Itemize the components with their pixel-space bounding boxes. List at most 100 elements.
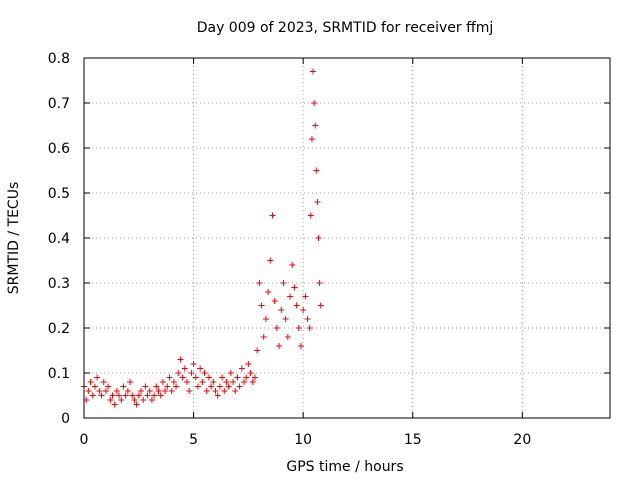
data-point xyxy=(262,316,269,322)
data-point xyxy=(129,392,136,399)
data-point xyxy=(107,397,114,403)
plot-frame xyxy=(83,57,611,419)
axis-ticks xyxy=(83,57,610,419)
data-point xyxy=(205,374,212,381)
y-tick-label: 0.3 xyxy=(48,276,70,292)
y-tick-label: 0.4 xyxy=(48,231,70,247)
grid xyxy=(84,58,610,418)
data-point xyxy=(297,343,304,349)
data-point xyxy=(276,343,283,349)
data-point xyxy=(162,388,169,394)
data-point xyxy=(221,388,228,394)
data-point xyxy=(137,388,144,394)
data-point xyxy=(118,397,125,403)
data-point xyxy=(289,262,296,268)
data-point xyxy=(278,307,285,313)
data-point xyxy=(122,392,129,399)
data-point xyxy=(140,397,147,403)
data-point xyxy=(127,379,134,385)
data-point xyxy=(157,392,164,399)
data-point xyxy=(311,100,318,106)
y-tick-label: 0.6 xyxy=(48,141,70,157)
data-point xyxy=(312,122,319,129)
data-point xyxy=(284,334,291,340)
data-point xyxy=(256,280,263,286)
data-point xyxy=(100,379,107,385)
data-point xyxy=(111,401,118,408)
data-point xyxy=(230,379,237,385)
data-point xyxy=(214,392,221,399)
data-point xyxy=(304,316,311,322)
data-point xyxy=(271,298,278,304)
data-point xyxy=(317,302,324,309)
data-point xyxy=(181,365,188,372)
data-point xyxy=(236,383,243,390)
data-point xyxy=(306,325,313,331)
data-point xyxy=(170,379,177,385)
data-point xyxy=(109,392,116,399)
data-point xyxy=(310,68,317,75)
chart-title: Day 009 of 2023, SRMTID for receiver ffm… xyxy=(197,20,494,36)
y-tick-label: 0.1 xyxy=(48,366,70,382)
data-point xyxy=(120,383,127,390)
data-point xyxy=(144,392,151,399)
data-point xyxy=(135,392,142,399)
data-point xyxy=(168,388,175,394)
data-point xyxy=(184,379,191,385)
data-point xyxy=(267,257,274,264)
data-point xyxy=(210,379,217,385)
data-point xyxy=(89,392,96,399)
data-point xyxy=(98,392,105,399)
data-point xyxy=(251,374,258,381)
data-point xyxy=(201,370,208,376)
y-tick-label: 0.5 xyxy=(48,186,70,202)
data-point xyxy=(258,302,265,309)
data-point xyxy=(245,361,252,367)
data-point xyxy=(199,379,206,385)
data-point xyxy=(194,383,201,390)
data-point xyxy=(247,370,254,376)
data-point xyxy=(307,212,314,219)
data-point xyxy=(177,356,184,363)
data-point xyxy=(225,383,232,390)
data-point xyxy=(190,361,197,367)
data-point xyxy=(94,374,101,381)
data-point xyxy=(116,392,123,399)
data-point xyxy=(223,379,230,385)
data-point xyxy=(102,388,109,394)
data-point xyxy=(254,347,261,354)
data-point xyxy=(166,374,173,381)
data-point xyxy=(293,302,300,309)
data-point xyxy=(240,379,247,385)
data-point xyxy=(282,316,289,322)
data-point xyxy=(159,379,166,385)
y-tick-label: 0 xyxy=(61,411,70,427)
data-point xyxy=(232,388,239,394)
y-axis-label: SRMTID / TECUs xyxy=(6,182,22,295)
data-point xyxy=(203,388,210,394)
data-point xyxy=(179,374,186,381)
data-point xyxy=(188,370,195,376)
x-tick-label: 15 xyxy=(404,432,422,448)
data-point xyxy=(131,397,138,403)
data-point xyxy=(308,136,315,142)
data-point xyxy=(260,334,267,340)
data-point xyxy=(212,388,219,394)
x-axis-label: GPS time / hours xyxy=(286,459,403,475)
data-point xyxy=(300,307,307,313)
y-tick-label: 0.8 xyxy=(48,51,70,67)
data-point xyxy=(227,370,234,376)
data-point xyxy=(192,374,199,381)
data-point xyxy=(153,383,160,390)
data-point xyxy=(186,388,193,394)
data-point xyxy=(164,383,171,390)
data-point xyxy=(291,284,298,291)
data-point xyxy=(96,388,103,394)
data-point xyxy=(216,383,223,390)
data-point xyxy=(151,392,158,399)
data-points xyxy=(81,68,324,408)
data-point xyxy=(155,388,162,394)
data-point xyxy=(314,199,321,205)
data-point xyxy=(175,370,182,376)
y-tick-label: 0.7 xyxy=(48,96,70,112)
